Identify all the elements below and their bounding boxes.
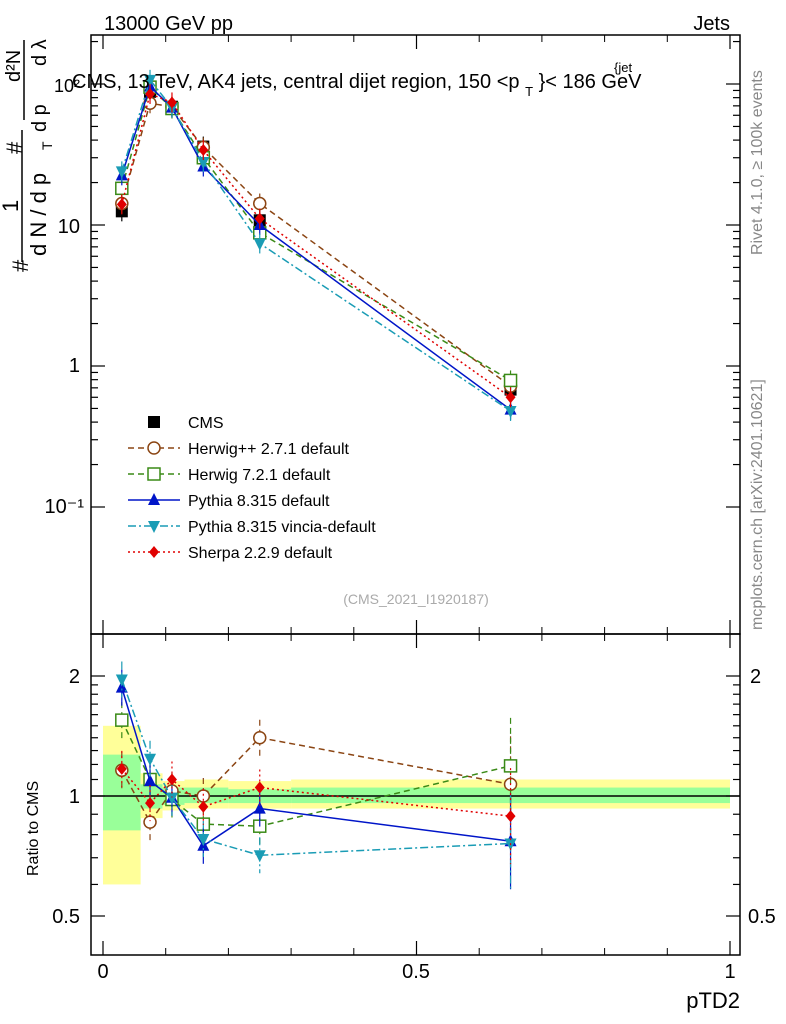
chart-title-tail: }< 186 GeV [539,71,643,93]
ratio-series-line-0 [121,736,511,824]
main-point-4-5 [504,405,517,418]
ratio-series-line-4 [121,768,511,817]
header-right-label: Jets [693,13,730,35]
analysis-watermark: (CMS_2021_I1920187) [343,591,489,607]
main-ytick-label-1: 1 [69,355,80,377]
ylabel-hash: # [8,259,33,272]
xtick-label-1: 1 [724,961,735,983]
ylabel-right-bottom2: d λ [29,39,51,66]
main-point-4-4 [253,238,266,251]
ratio-series-line-2 [121,687,511,847]
ratio-point-4-3 [198,800,209,813]
ratio-ytick-label-1: 1 [69,786,80,808]
xtick-label-0p5: 0.5 [402,961,430,983]
legend-label-0: CMS [188,415,224,432]
ratio-plot-frame [90,633,741,956]
ratio-point-4-0 [116,762,127,775]
main-point-5-2 [166,96,177,109]
legend-marker-3 [148,493,160,505]
ratio-point-4-5 [505,810,516,823]
ratio-point-3-2 [165,792,178,805]
main-series-line-5 [121,92,511,398]
chart-title-sub: T [525,84,533,99]
ratio-point-3-4 [253,850,266,863]
main-series-line-4 [121,78,511,412]
legend-label-1: Herwig++ 2.7.1 default [188,441,350,458]
ratio-point-3-3 [197,834,210,847]
legend-marker-2 [147,467,161,481]
ratio-ytick-label-0p5: 0.5 [52,906,80,928]
chart-title-main: CMS, 13 TeV, AK4 jets, central dijet reg… [72,71,520,93]
legend: CMS Herwig++ 2.7.1 default Herwig 7.2.1 de… [128,415,376,562]
main-point-1-4 [253,196,267,211]
ratio-y-axis-title: Ratio to CMS [25,781,42,876]
legend-label-2: Herwig 7.2.1 default [188,467,331,484]
ratio-point-0-1 [143,815,157,829]
main-point-5-3 [198,144,209,157]
ylabel-hash-top: # [2,141,27,154]
ratio-point-2-4 [253,801,266,814]
ratio-point-4-4 [254,781,265,794]
ratio-series-line-1 [121,719,511,827]
ratio-series-group [115,661,518,892]
main-ytick-label-100: 10² [54,76,80,96]
main-point-4-0 [115,166,128,179]
ratio-point-2-0 [115,680,128,693]
main-series-line-2 [121,85,511,382]
main-y-axis-title: # d N / d p T 1 # d²N d p d λ [0,39,55,272]
ylabel-right-bottom: d p [29,104,51,132]
chart-title-sup: {jet [614,60,632,75]
legend-label-4: Pythia 8.315 vincia-default [188,519,376,536]
main-point-4-1 [144,74,157,87]
main-point-2-5 [503,373,518,388]
main-point-5-4 [254,212,265,225]
ratio-point-0-4 [253,730,267,745]
ratio-point-2-1 [144,774,157,787]
ylabel-numerator: 1 [0,200,23,212]
ratio-point-3-1 [144,753,157,766]
ratio-point-1-5 [503,759,518,773]
ratio-point-4-2 [166,773,177,786]
ratio-point-1-0 [115,713,129,727]
legend-marker-4 [148,521,160,533]
main-point-5-5 [505,391,516,404]
xtick-label-0: 0 [97,961,108,983]
main-axis-ticks [91,35,740,955]
main-series-line-3 [121,85,511,411]
header-left-label: 13000 GeV pp [104,13,233,35]
legend-label-3: Pythia 8.315 default [188,493,330,510]
rivet-version-label: Rivet 4.1.0, ≥ 100k events [749,70,766,255]
ratio-ytick-label-0p5-right: 0.5 [748,906,776,928]
legend-marker-5 [149,546,159,558]
x-axis-title: pTD2 [686,988,740,1013]
ratio-ytick-label-2: 2 [69,666,80,688]
legend-marker-0 [148,416,160,428]
ylabel-main-sub: T [39,141,55,150]
ratio-point-4-1 [145,797,156,810]
ratio-ytick-label-2-right: 2 [750,666,761,688]
main-series-line-1 [121,102,511,387]
main-series-group [115,69,518,421]
mcplots-label: mcplots.cern.ch [arXiv:2401.10621] [749,379,766,630]
main-point-5-1 [145,87,156,100]
ratio-point-3-0 [115,674,128,687]
main-ytick-label-0p1: 10⁻¹ [45,496,85,518]
ylabel-right-top: d²N [3,50,25,82]
ylabel-main: d N / d p [26,173,51,256]
main-point-5-0 [116,198,127,211]
legend-label-5: Sherpa 2.2.9 default [188,545,333,562]
chart-title: CMS, 13 TeV, AK4 jets, central dijet reg… [72,71,642,101]
main-ytick-label-10: 10 [58,216,80,238]
ratio-series-line-3 [121,679,511,857]
main-point-4-3 [197,156,210,169]
legend-marker-1 [147,441,161,455]
